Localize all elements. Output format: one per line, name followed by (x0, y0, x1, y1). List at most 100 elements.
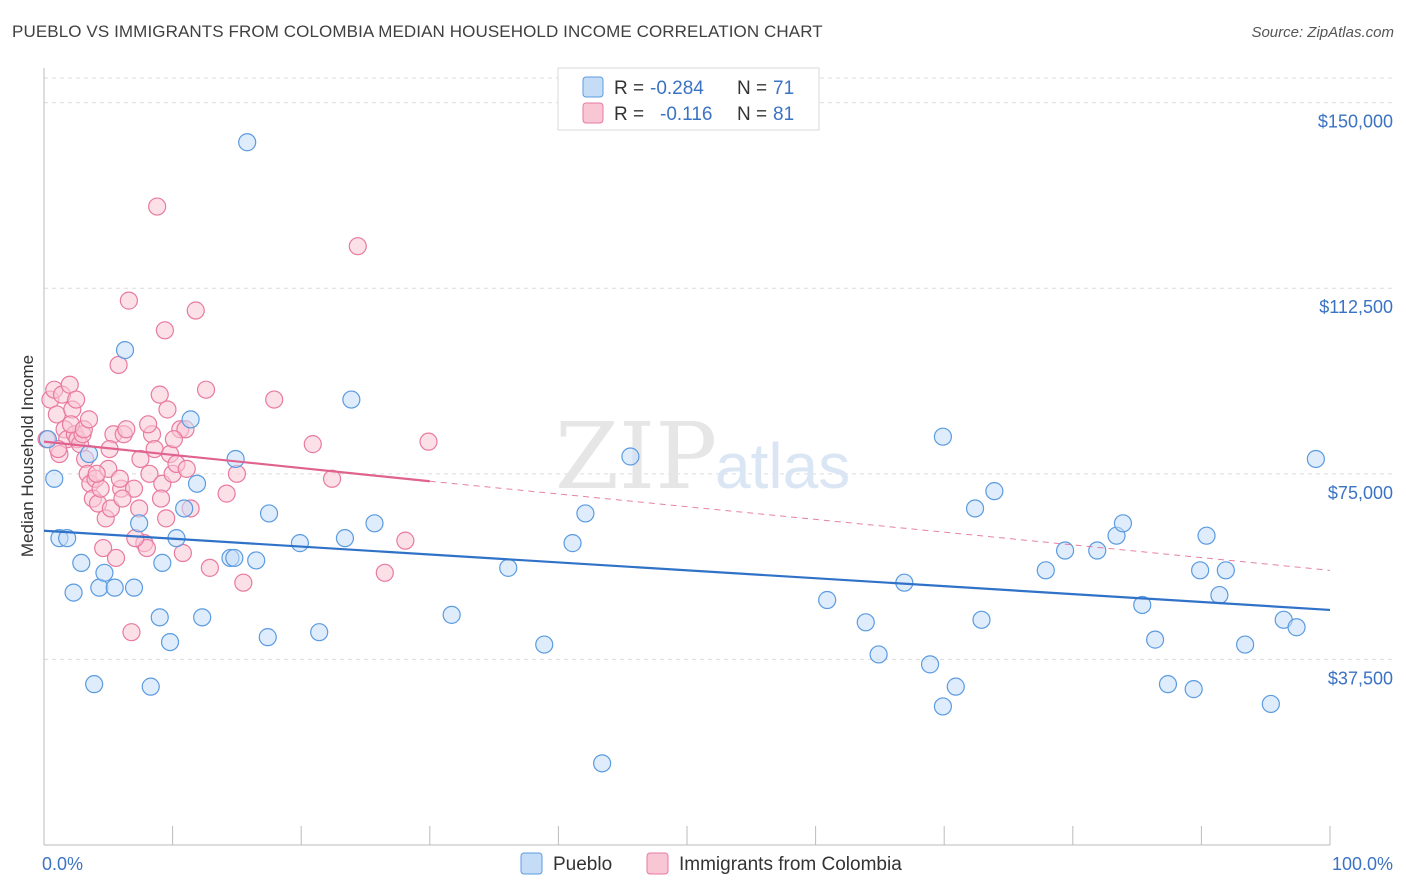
data-point-pueblo (621, 447, 640, 466)
data-point-pueblo (1158, 675, 1178, 694)
data-point-pueblo (225, 548, 244, 568)
data-point-pueblo (64, 583, 83, 602)
data-point-pueblo (856, 613, 875, 632)
data-point-colombia (126, 529, 145, 548)
data-point-colombia (122, 623, 141, 642)
data-point-colombia (396, 531, 415, 550)
data-point-colombia (91, 479, 110, 498)
data-point-colombia (110, 469, 129, 488)
data-point-pueblo (1306, 449, 1325, 469)
data-point-pueblo (153, 553, 172, 573)
data-point-pueblo (1133, 595, 1152, 615)
axes (43, 68, 1331, 846)
chart-title: PUEBLO VS IMMIGRANTS FROM COLOMBIA MEDIA… (12, 22, 823, 41)
data-point-pueblo (593, 754, 612, 773)
data-point-colombia (119, 291, 138, 310)
legend-r-label-colombia: R = (614, 104, 644, 125)
data-point-colombia (186, 301, 205, 320)
data-point-pueblo (920, 655, 940, 674)
data-point-colombia (419, 432, 438, 451)
data-point-pueblo (869, 645, 888, 664)
data-point-pueblo (247, 551, 266, 570)
data-point-pueblo (1236, 635, 1255, 654)
data-point-pueblo (160, 632, 180, 652)
data-point-colombia (303, 435, 322, 454)
data-point-colombia (234, 573, 253, 592)
legend-n-value-pueblo: 71 (773, 78, 794, 99)
data-point-pueblo (181, 410, 200, 429)
data-point-pueblo (972, 610, 991, 629)
data-point-pueblo (105, 578, 124, 597)
data-point-pueblo (499, 558, 518, 577)
y-tick-label: $112,500 (1319, 297, 1393, 317)
data-point-pueblo (193, 608, 212, 627)
x-tick-label-start: 0.0% (42, 854, 83, 874)
data-point-colombia (67, 390, 86, 409)
data-point-colombia (157, 509, 176, 528)
data-point-pueblo (1287, 618, 1306, 637)
legend-n-value-colombia: 81 (773, 104, 794, 125)
data-point-pueblo (72, 553, 91, 573)
data-point-colombia (155, 321, 174, 340)
data-point-colombia (177, 459, 196, 478)
data-point-colombia (217, 484, 236, 503)
data-point-pueblo (259, 504, 279, 523)
legend-r-label-pueblo: R = (614, 78, 644, 99)
data-point-pueblo (290, 534, 310, 553)
data-point-colombia (200, 558, 219, 577)
data-point-pueblo (965, 499, 985, 518)
data-point-pueblo (130, 514, 149, 533)
y-tick-label: $37,500 (1328, 668, 1393, 688)
data-point-colombia (87, 464, 106, 483)
legend-n-label-colombia: N = (737, 104, 767, 125)
data-point-colombia (124, 479, 144, 498)
data-point-pueblo (150, 608, 169, 627)
data-point-pueblo (238, 133, 257, 152)
data-point-pueblo (365, 514, 384, 533)
data-point-colombia (375, 563, 394, 582)
data-point-pueblo (818, 590, 837, 610)
data-point-colombia (117, 420, 136, 439)
data-point-pueblo (946, 677, 965, 696)
data-point-pueblo (442, 605, 461, 624)
data-point-pueblo (58, 529, 77, 548)
x-tick-label-end: 100.0% (1332, 854, 1393, 874)
trend-line-colombia (43, 440, 430, 483)
legend-r-value-pueblo: -0.284 (650, 78, 704, 99)
tick-labels: $37,500 $75,000 $112,500 $150,000 0.0% 100.0% (42, 112, 1393, 874)
data-point-pueblo (1197, 526, 1216, 545)
data-point-colombia (79, 410, 99, 429)
bottom-legend-swatch-pueblo (520, 852, 543, 875)
series-pueblo (38, 133, 1325, 773)
data-point-colombia (106, 548, 126, 568)
data-point-colombia (101, 499, 120, 518)
data-point-colombia (139, 415, 158, 434)
data-point-pueblo (535, 635, 554, 654)
legend-n-label-pueblo: N = (737, 78, 767, 99)
data-point-pueblo (1210, 585, 1229, 605)
watermark-atlas: atlas (715, 430, 850, 502)
data-point-pueblo (45, 469, 64, 488)
data-point-colombia (348, 237, 367, 256)
data-point-pueblo (38, 430, 57, 449)
data-point-pueblo (95, 563, 114, 582)
data-point-pueblo (1036, 561, 1055, 580)
bottom-legend: Pueblo Immigrants from Colombia (520, 852, 902, 875)
y-axis-label: Median Household Income (18, 355, 37, 557)
data-point-pueblo (226, 449, 245, 469)
data-point-pueblo (985, 482, 1004, 501)
legend-swatch-colombia (582, 102, 604, 124)
data-point-colombia (137, 538, 156, 558)
data-point-pueblo (1088, 541, 1107, 560)
data-point-colombia (164, 430, 183, 449)
data-point-colombia (94, 538, 113, 558)
legend-r-value-colombia: -0.116 (660, 104, 712, 125)
y-tick-label: $150,000 (1318, 112, 1393, 132)
data-point-colombia (196, 380, 216, 399)
trend-lines (43, 440, 1331, 612)
trend-line-colombia-extension (429, 480, 1331, 571)
y-tick-label: $75,000 (1328, 483, 1393, 503)
data-point-pueblo (258, 628, 277, 647)
data-point-pueblo (310, 623, 329, 642)
data-point-pueblo (1261, 694, 1280, 714)
